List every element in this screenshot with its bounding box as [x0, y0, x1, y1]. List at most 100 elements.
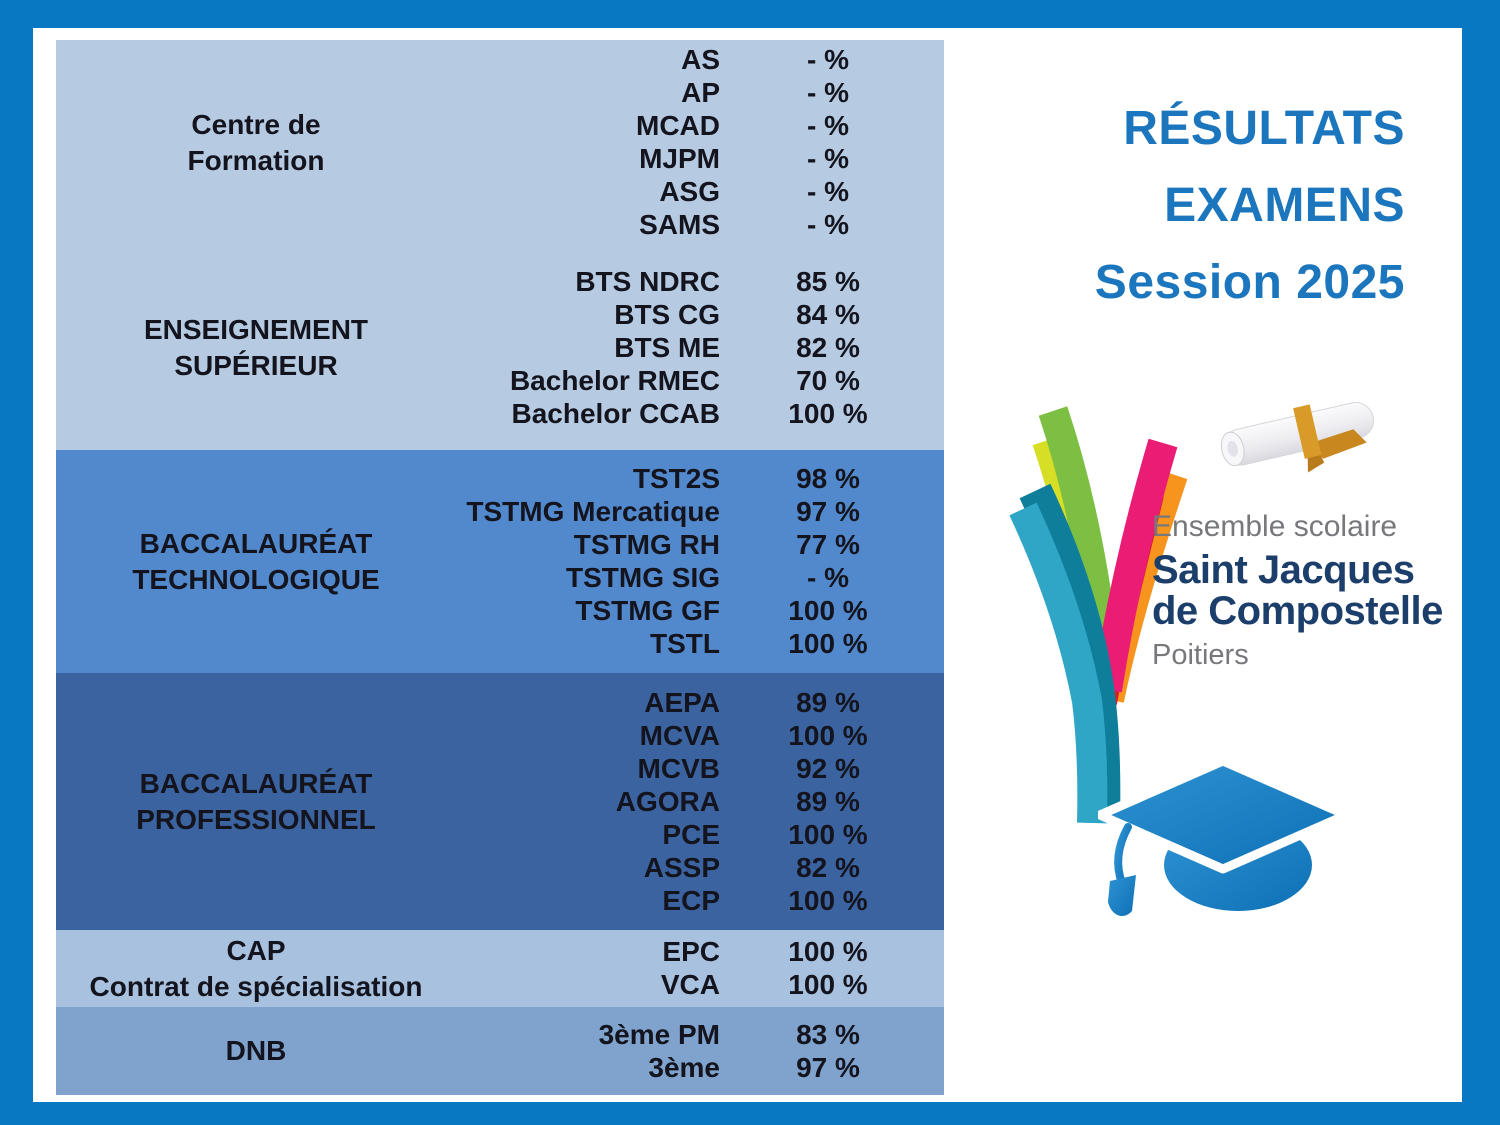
- logo-school-name: de Compostelle: [1152, 589, 1443, 633]
- table-row: TST2S 98 %: [456, 463, 944, 496]
- section-label: Centre de Formation: [187, 108, 325, 176]
- row-result: 89 %: [796, 785, 860, 817]
- row-code: ASSP: [643, 851, 720, 883]
- table-row: TSTL 100 %: [456, 628, 944, 661]
- section-label: CAP Contrat de spécialisation: [89, 934, 423, 1002]
- table-row: SAMS - %: [456, 209, 944, 242]
- table-row: ASG - %: [456, 176, 944, 209]
- section-rows: EPC 100 % VCA 100 %: [456, 930, 944, 1007]
- table-row: 3ème PM 83 %: [456, 1018, 944, 1051]
- row-code: TSTMG GF: [575, 595, 720, 626]
- row-result: 100 %: [788, 884, 868, 916]
- row-result: 100 %: [788, 936, 868, 967]
- row-code: PCE: [662, 818, 720, 850]
- row-code: VCA: [660, 969, 720, 1000]
- table-row: ECP 100 %: [456, 884, 944, 917]
- table-row: TSTMG GF 100 %: [456, 595, 944, 628]
- row-code: AS: [681, 44, 720, 75]
- row-code: MCVB: [637, 752, 720, 784]
- content-area: Centre de Formation AS - % AP - % MCAD - % …: [33, 28, 1462, 1102]
- row-result: 97 %: [796, 1051, 860, 1083]
- diploma-scroll-icon: [1220, 402, 1374, 473]
- logo-ensemble-label: Ensemble scolaire: [1152, 510, 1398, 543]
- section-label: BACCALAURÉAT TECHNOLOGIQUE: [132, 527, 380, 595]
- row-result: 100 %: [788, 628, 868, 659]
- row-result: 82 %: [796, 331, 860, 363]
- row-code: AP: [681, 77, 720, 108]
- table-row: 3ème 97 %: [456, 1051, 944, 1084]
- section-baccalaureat-technologique: BACCALAURÉAT TECHNOLOGIQUE TST2S 98 % TST…: [56, 450, 944, 673]
- section-rows: AEPA 89 % MCVA 100 % MCVB 92 % AGORA 89 % PC…: [456, 673, 944, 930]
- table-row: TSTMG SIG - %: [456, 562, 944, 595]
- row-result: 89 %: [796, 686, 860, 718]
- row-code: 3ème: [648, 1051, 720, 1083]
- row-code: SAMS: [639, 209, 720, 240]
- section-enseignement-superieur: ENSEIGNEMENT SUPÉRIEUR BTS NDRC 85 % BTS …: [56, 245, 944, 450]
- row-result: - %: [807, 209, 849, 240]
- section-label: BACCALAURÉAT PROFESSIONNEL: [136, 767, 376, 835]
- row-code: TST2S: [632, 463, 720, 494]
- row-result: 82 %: [796, 851, 860, 883]
- row-code: MCAD: [636, 110, 720, 141]
- row-result: 98 %: [796, 463, 860, 494]
- row-code: BTS ME: [614, 331, 720, 363]
- row-result: 84 %: [796, 298, 860, 330]
- table-row: AP - %: [456, 77, 944, 110]
- table-row: AGORA 89 %: [456, 785, 944, 818]
- row-code: BTS CG: [614, 298, 720, 330]
- table-row: BTS NDRC 85 %: [456, 265, 944, 298]
- table-row: Bachelor RMEC 70 %: [456, 364, 944, 397]
- table-row: BTS ME 82 %: [456, 331, 944, 364]
- section-rows: TST2S 98 % TSTMG Mercatique 97 % TSTMG RH 7…: [456, 450, 944, 673]
- row-result: 100 %: [788, 719, 868, 751]
- row-code: TSTMG SIG: [566, 562, 720, 593]
- table-row: PCE 100 %: [456, 818, 944, 851]
- title-line: Session 2025: [1094, 256, 1405, 309]
- row-code: 3ème PM: [598, 1018, 720, 1050]
- row-result: 77 %: [796, 529, 860, 560]
- graduation-cap-icon: [1098, 756, 1348, 917]
- table-row: BTS CG 84 %: [456, 298, 944, 331]
- table-row: MCAD - %: [456, 110, 944, 143]
- table-row: AS - %: [456, 44, 944, 77]
- table-row: VCA 100 %: [456, 969, 944, 1002]
- row-code: TSTL: [650, 628, 720, 659]
- row-result: - %: [807, 176, 849, 207]
- row-code: EPC: [662, 936, 720, 967]
- section-cap-contrat-specialisation: CAP Contrat de spécialisation EPC 100 % V…: [56, 930, 944, 1007]
- section-centre-de-formation: Centre de Formation AS - % AP - % MCAD - % …: [56, 40, 944, 245]
- row-code: TSTMG Mercatique: [466, 496, 720, 527]
- section-rows: AS - % AP - % MCAD - % MJPM - % ASG - % SAMS -…: [456, 40, 944, 245]
- table-row: TSTMG RH 77 %: [456, 529, 944, 562]
- page-title: RÉSULTATS EXAMENS Session 2025: [1095, 90, 1405, 321]
- table-row: TSTMG Mercatique 97 %: [456, 496, 944, 529]
- row-result: - %: [807, 44, 849, 75]
- row-result: - %: [807, 110, 849, 141]
- row-result: 70 %: [796, 364, 860, 396]
- row-result: 100 %: [788, 818, 868, 850]
- table-row: MCVA 100 %: [456, 719, 944, 752]
- row-code: MCVA: [639, 719, 720, 751]
- school-logo-ribbons-icon: [1009, 406, 1188, 824]
- row-code: AEPA: [644, 686, 720, 718]
- section-rows: BTS NDRC 85 % BTS CG 84 % BTS ME 82 % Bache…: [456, 245, 944, 450]
- row-code: BTS NDRC: [575, 265, 720, 297]
- table-row: ASSP 82 %: [456, 851, 944, 884]
- table-row: MCVB 92 %: [456, 752, 944, 785]
- row-result: - %: [807, 143, 849, 174]
- row-code: Bachelor RMEC: [509, 364, 720, 396]
- table-row: Bachelor CCAB 100 %: [456, 397, 944, 430]
- section-rows: 3ème PM 83 % 3ème 97 %: [456, 1007, 944, 1095]
- row-result: 100 %: [788, 969, 868, 1000]
- row-code: TSTMG RH: [573, 529, 720, 560]
- row-result: 100 %: [788, 397, 868, 429]
- title-line: EXAMENS: [1164, 179, 1405, 232]
- row-result: - %: [807, 562, 849, 593]
- results-table: Centre de Formation AS - % AP - % MCAD - % …: [56, 40, 944, 1095]
- row-result: 85 %: [796, 265, 860, 297]
- table-row: AEPA 89 %: [456, 686, 944, 719]
- row-result: 92 %: [796, 752, 860, 784]
- table-row: EPC 100 %: [456, 936, 944, 969]
- row-result: 100 %: [788, 595, 868, 626]
